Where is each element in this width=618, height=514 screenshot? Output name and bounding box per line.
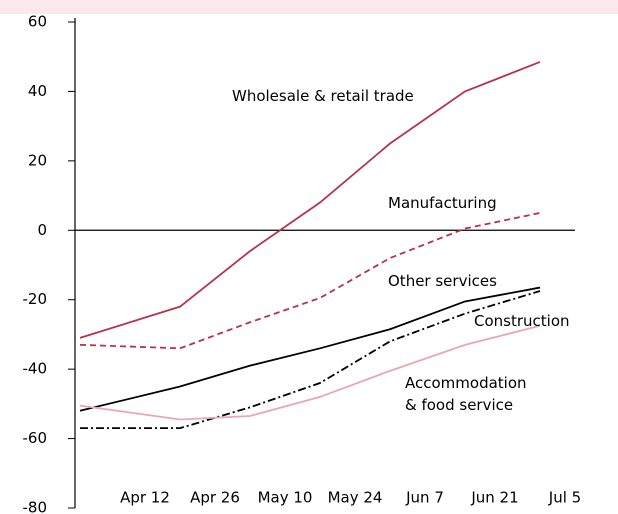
y-tick-label: 0 bbox=[37, 221, 47, 239]
series-label: Manufacturing bbox=[388, 194, 497, 212]
series-label: Accommodation & food service bbox=[405, 374, 527, 414]
top-band bbox=[0, 0, 618, 14]
series-line bbox=[79, 212, 541, 350]
series-label: Wholesale & retail trade bbox=[232, 87, 414, 105]
series-line bbox=[80, 290, 541, 430]
y-tick-label: 40 bbox=[28, 82, 47, 100]
y-tick-label: -60 bbox=[23, 429, 48, 447]
y-tick-label: 20 bbox=[28, 151, 47, 169]
series-line bbox=[79, 61, 541, 339]
series-line bbox=[79, 324, 541, 421]
x-tick-label: Jun 7 bbox=[405, 489, 444, 507]
x-tick-label: Apr 12 bbox=[120, 489, 170, 507]
y-tick-label: 60 bbox=[28, 13, 47, 31]
x-tick-label: Apr 26 bbox=[190, 489, 240, 507]
y-tick-label: -20 bbox=[23, 290, 48, 308]
series-line bbox=[79, 286, 541, 412]
x-tick-label: Jun 21 bbox=[470, 489, 518, 507]
x-tick-label: May 24 bbox=[328, 489, 383, 507]
series-label: Other services bbox=[388, 272, 497, 290]
series-label: Construction bbox=[474, 312, 570, 330]
y-tick-label: -80 bbox=[23, 499, 48, 514]
x-tick-label: Jul 5 bbox=[548, 489, 581, 507]
x-tick-label: May 10 bbox=[258, 489, 313, 507]
y-tick-label: -40 bbox=[23, 360, 48, 378]
